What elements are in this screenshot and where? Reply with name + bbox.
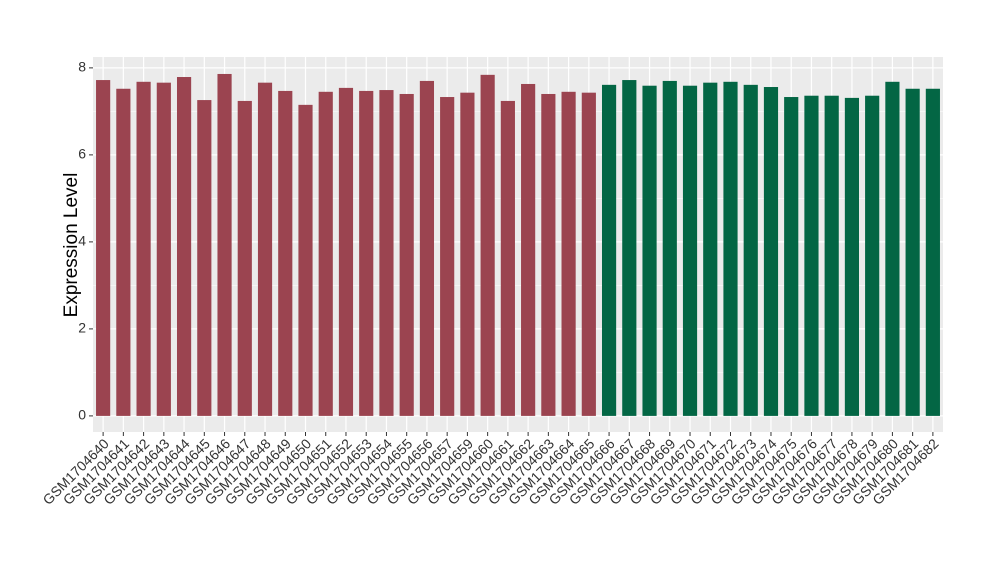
bar <box>217 73 232 416</box>
bar <box>925 88 940 416</box>
bar <box>116 88 131 416</box>
bar <box>460 92 475 416</box>
bar <box>359 90 374 416</box>
y-tick-label: 8 <box>78 59 86 75</box>
bar <box>763 87 779 416</box>
y-tick-label: 4 <box>78 233 86 249</box>
bar <box>136 81 151 416</box>
bar <box>642 85 657 416</box>
bar <box>176 77 192 416</box>
bar <box>419 80 435 416</box>
bar <box>703 82 718 416</box>
bar <box>723 81 738 416</box>
bar <box>905 88 920 416</box>
bar <box>440 97 455 416</box>
bar <box>399 93 414 416</box>
bar <box>581 92 596 416</box>
bar <box>318 91 333 416</box>
plot-background <box>93 57 943 432</box>
bar <box>622 80 637 416</box>
bar <box>298 104 313 416</box>
bar <box>197 100 212 416</box>
y-tick-label: 6 <box>78 146 86 162</box>
bar <box>541 93 556 416</box>
y-tick-label: 2 <box>78 320 86 336</box>
bar <box>601 84 617 416</box>
bar <box>824 95 839 416</box>
bar <box>662 80 677 416</box>
bar <box>844 97 860 416</box>
bar <box>682 85 698 416</box>
bar <box>257 82 273 416</box>
bar <box>379 90 394 416</box>
bar <box>885 81 900 416</box>
bar <box>237 100 252 416</box>
bar <box>743 84 758 416</box>
bar <box>338 87 354 416</box>
bar <box>500 100 515 416</box>
bar <box>784 97 799 416</box>
bar <box>278 90 293 416</box>
bar <box>561 91 576 416</box>
bar <box>521 83 536 416</box>
y-tick-label: 0 <box>78 407 86 423</box>
bar <box>804 95 819 416</box>
bar <box>480 74 495 416</box>
y-axis-title: Expression Level <box>61 173 82 318</box>
bar <box>156 82 171 416</box>
bar <box>865 95 880 416</box>
bar <box>96 80 111 416</box>
